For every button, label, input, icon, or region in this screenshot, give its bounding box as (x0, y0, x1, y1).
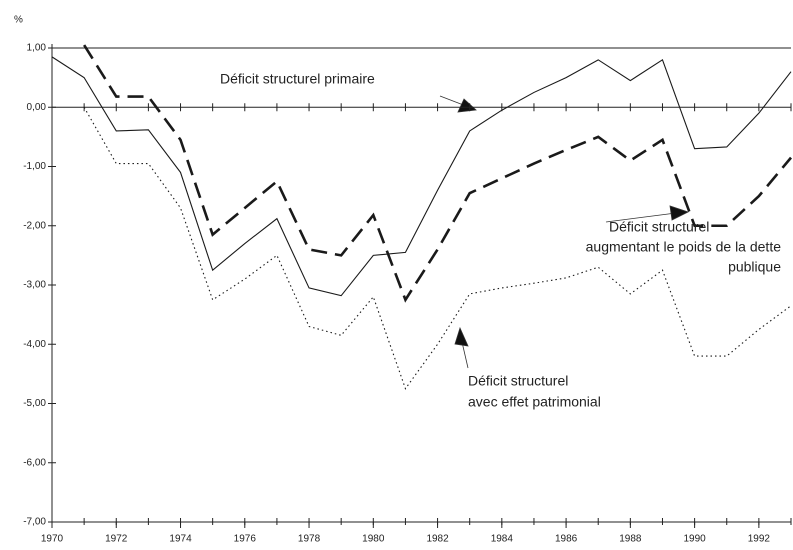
x-tick-label: 1976 (234, 534, 257, 545)
x-tick-label: 1972 (105, 534, 128, 545)
x-tick-label: 1970 (41, 534, 64, 545)
y-tick-label: 0,00 (27, 102, 47, 113)
pointer-line (605, 212, 677, 223)
x-tick-label: 1986 (555, 534, 578, 545)
y-tick-label: -2,00 (23, 220, 46, 231)
x-tick-label: 1982 (426, 534, 449, 545)
series-label: publique (728, 259, 781, 275)
series-label: augmentant le poids de la dette (586, 239, 782, 255)
pointers (439, 95, 690, 369)
y-tick-label: -7,00 (23, 517, 46, 528)
series-label: Déficit structurel primaire (220, 71, 375, 87)
y-tick-label: -3,00 (23, 280, 46, 291)
x-tick-label: 1992 (748, 534, 771, 545)
x-tick-label: 1974 (169, 534, 192, 545)
series-label: Déficit structurel (609, 219, 709, 235)
arrowhead (454, 326, 469, 347)
series-line (51, 56, 792, 297)
y-axis-label: % (14, 15, 23, 26)
y-tick-label: -6,00 (23, 457, 46, 468)
series-line (83, 106, 792, 390)
arrowhead (669, 205, 690, 221)
x-tick-label: 1990 (683, 534, 706, 545)
x-tick-label: 1980 (362, 534, 385, 545)
series-line (83, 44, 792, 303)
y-tick-label: -4,00 (23, 339, 46, 350)
y-tick-label: 1,00 (27, 43, 47, 54)
pointer-line (461, 341, 469, 369)
arrowhead (457, 98, 477, 113)
x-tick-label: 1988 (619, 534, 642, 545)
x-tick-label: 1978 (298, 534, 321, 545)
y-tick-label: -5,00 (23, 398, 46, 409)
x-tick-label: 1984 (491, 534, 514, 545)
series-label: avec effet patrimonial (468, 394, 601, 410)
series-label: Déficit structurel (468, 373, 568, 389)
y-tick-label: -1,00 (23, 161, 46, 172)
